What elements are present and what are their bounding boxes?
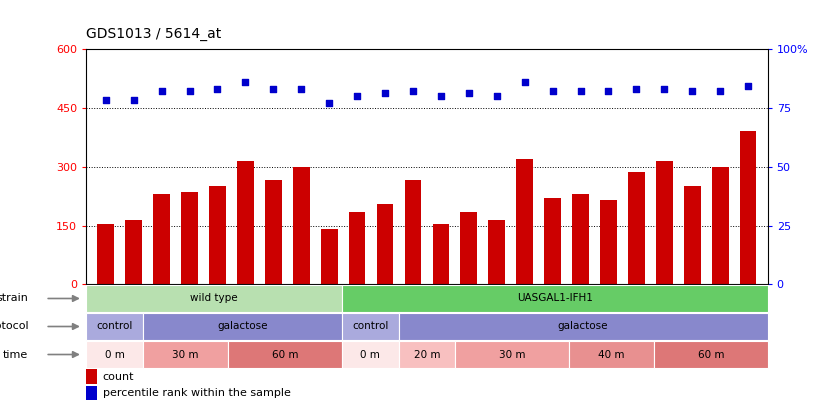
Text: time: time [3,350,28,360]
Point [490,92,503,99]
Point [211,85,224,92]
Bar [86,386,97,400]
Bar [265,180,282,284]
Bar [126,220,142,284]
Bar [654,341,768,368]
Bar [461,212,477,284]
Text: growth protocol: growth protocol [0,322,28,332]
Text: 60 m: 60 m [698,350,724,360]
Bar [181,192,198,284]
Text: 60 m: 60 m [272,350,298,360]
Bar [293,166,310,284]
Point [406,88,420,94]
Bar [377,204,393,284]
Point [323,100,336,106]
Text: 0 m: 0 m [360,350,380,360]
Bar [740,131,756,284]
Bar [569,341,654,368]
Bar [342,313,398,340]
Point [99,97,112,104]
Bar [488,220,505,284]
Text: 0 m: 0 m [104,350,125,360]
Bar [349,212,365,284]
Point [546,88,559,94]
Bar [398,341,456,368]
Bar [656,161,672,284]
Text: 20 m: 20 m [414,350,440,360]
Text: count: count [103,372,134,382]
Point [434,92,447,99]
Point [351,92,364,99]
Bar [209,186,226,284]
Bar [544,198,561,284]
Bar [405,180,421,284]
Bar [86,313,143,340]
Point [183,88,196,94]
Point [658,85,671,92]
Point [267,85,280,92]
Bar [342,285,768,312]
Point [602,88,615,94]
Text: control: control [352,322,388,332]
Bar [433,224,449,284]
Bar [143,341,228,368]
Text: wild type: wild type [190,294,238,303]
Point [630,85,643,92]
Bar [237,161,254,284]
Text: 30 m: 30 m [499,350,525,360]
Bar [321,230,337,284]
Text: GDS1013 / 5614_at: GDS1013 / 5614_at [86,28,222,41]
Bar [342,341,398,368]
Bar [456,341,569,368]
Text: 30 m: 30 m [172,350,199,360]
Point [518,79,531,85]
Bar [86,341,143,368]
Bar [572,194,589,284]
Point [378,90,392,97]
Bar [684,186,700,284]
Bar [398,313,768,340]
Text: control: control [96,322,133,332]
Point [713,88,727,94]
Text: percentile rank within the sample: percentile rank within the sample [103,388,291,398]
Point [686,88,699,94]
Point [127,97,140,104]
Point [155,88,168,94]
Bar [143,313,342,340]
Bar [86,369,97,384]
Bar [628,173,644,284]
Bar [154,194,170,284]
Point [295,85,308,92]
Text: UASGAL1-IFH1: UASGAL1-IFH1 [516,294,593,303]
Bar [98,224,114,284]
Text: galactose: galactose [557,322,608,332]
Bar [516,159,533,284]
Bar [600,200,617,284]
Text: strain: strain [0,294,28,303]
Point [741,83,754,90]
Text: 40 m: 40 m [599,350,625,360]
Point [239,79,252,85]
Point [462,90,475,97]
Text: galactose: galactose [217,322,268,332]
Bar [712,166,728,284]
Point [574,88,587,94]
Bar [228,341,342,368]
Bar [86,285,342,312]
